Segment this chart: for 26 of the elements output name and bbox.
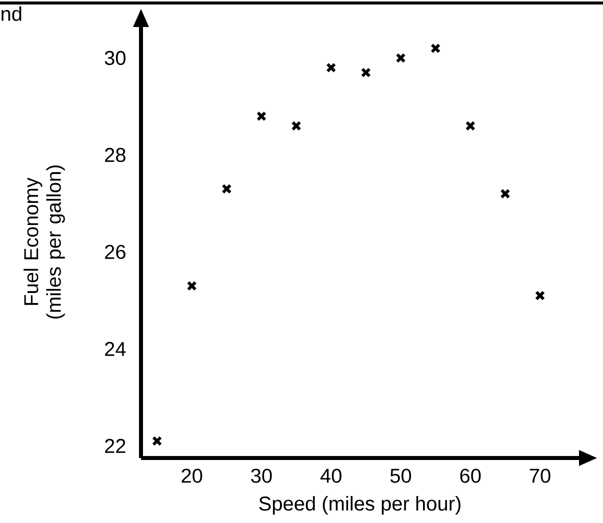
x-tick-label: 20 xyxy=(182,468,202,483)
y-tick-label: 26 xyxy=(105,244,126,259)
point xyxy=(500,188,510,199)
text: nd xyxy=(2,6,22,21)
y-tick-label: 22 xyxy=(105,438,126,453)
y-tick-label: 28 xyxy=(105,148,126,162)
y-tick-label: 30 xyxy=(104,50,126,66)
point xyxy=(256,111,267,122)
point xyxy=(430,43,441,54)
point xyxy=(186,280,197,291)
y-tick-label: 24 xyxy=(105,342,126,356)
point xyxy=(152,436,162,446)
x-tick-label: 50 xyxy=(390,468,412,483)
x-tick-label: 40 xyxy=(320,468,342,483)
y-axis-title: Fuel Economy (miles per gallon) xyxy=(24,165,65,319)
point xyxy=(360,68,371,78)
point xyxy=(534,290,546,301)
point xyxy=(396,52,406,64)
point xyxy=(326,62,336,73)
x-tick-label: 70 xyxy=(530,468,550,483)
point xyxy=(222,184,232,194)
x-axis-title: Speed (miles per hour) xyxy=(259,496,460,515)
x-tick-label: 30 xyxy=(251,468,272,483)
point xyxy=(291,120,302,131)
x-tick-label: 60 xyxy=(460,468,481,483)
point xyxy=(465,120,476,131)
